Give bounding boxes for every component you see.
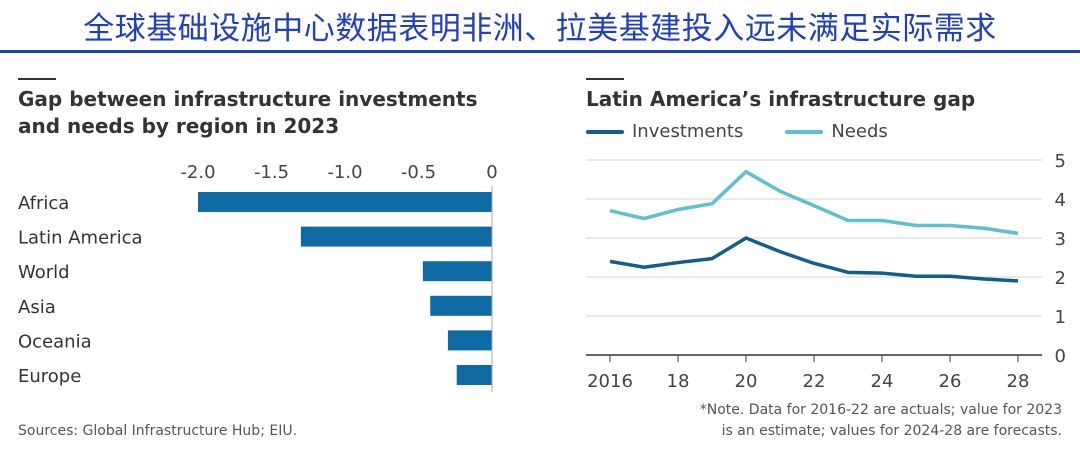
x-tick-label: 24 — [871, 371, 894, 392]
bar-category-label: Europe — [18, 366, 81, 387]
y-tick-label: 3 — [1055, 229, 1066, 250]
bar-category-label: World — [18, 262, 70, 283]
left-chart-title-line2: and needs by region in 2023 — [18, 114, 340, 138]
legend-needs-label: Needs — [831, 121, 888, 142]
right-chart-note: *Note. Data for 2016-22 are actuals; val… — [700, 400, 1062, 442]
left-chart-title-line1: Gap between infrastructure investments — [18, 87, 478, 111]
header-divider — [0, 50, 1080, 53]
chart-legend: Investments Needs — [586, 121, 930, 142]
x-tick-label: 18 — [667, 371, 690, 392]
left-chart-rule — [18, 78, 56, 80]
x-tick-label: 26 — [939, 371, 962, 392]
legend-investments-swatch — [586, 129, 624, 134]
bar-x-tick-label: -1.0 — [327, 162, 362, 183]
y-tick-label: 5 — [1055, 151, 1066, 172]
x-tick-label: 20 — [735, 371, 758, 392]
y-tick-label: 2 — [1055, 268, 1066, 289]
bar-x-tick-label: 0 — [486, 162, 497, 183]
x-tick-label: 28 — [1007, 371, 1030, 392]
y-tick-label: 4 — [1055, 190, 1066, 211]
left-chart-title: Gap between infrastructure investments a… — [18, 86, 477, 140]
bar-x-tick-label: -2.0 — [180, 162, 215, 183]
x-tick-label: 22 — [803, 371, 826, 392]
bar-x-tick-label: -0.5 — [401, 162, 436, 183]
right-chart-title: Latin America’s infrastructure gap — [586, 87, 976, 111]
bar-x-tick-label: -1.5 — [254, 162, 289, 183]
legend-investments-label: Investments — [632, 121, 744, 142]
page-title: 全球基础设施中心数据表明非洲、拉美基建投入远未满足实际需求 — [83, 10, 997, 47]
x-tick-label: 2016 — [587, 371, 633, 392]
bar-latin-america — [300, 226, 492, 247]
bar-oceania — [447, 330, 492, 351]
legend-needs-swatch — [785, 129, 824, 134]
left-chart-source: Sources: Global Infrastructure Hub; EIU. — [18, 423, 298, 439]
bar-category-label: Africa — [18, 193, 69, 214]
bar-asia — [430, 295, 492, 316]
right-chart-rule — [586, 78, 624, 80]
bar-europe — [456, 365, 492, 385]
right-chart-note-line2: is an estimate; values for 2024-28 are f… — [721, 423, 1062, 439]
bar-category-label: Oceania — [18, 331, 92, 352]
legend-needs: Needs — [785, 121, 888, 142]
bar-world — [422, 261, 492, 282]
bar-category-label: Latin America — [18, 228, 143, 249]
line-series-needs — [609, 169, 1019, 236]
bar-africa — [198, 192, 492, 212]
y-tick-label: 0 — [1055, 346, 1066, 367]
legend-investments: Investments — [586, 121, 743, 142]
line-series-investments — [609, 236, 1019, 283]
bar-category-label: Asia — [18, 297, 56, 318]
right-chart-note-line1: *Note. Data for 2016-22 are actuals; val… — [699, 402, 1062, 418]
y-tick-label: 1 — [1055, 307, 1066, 328]
